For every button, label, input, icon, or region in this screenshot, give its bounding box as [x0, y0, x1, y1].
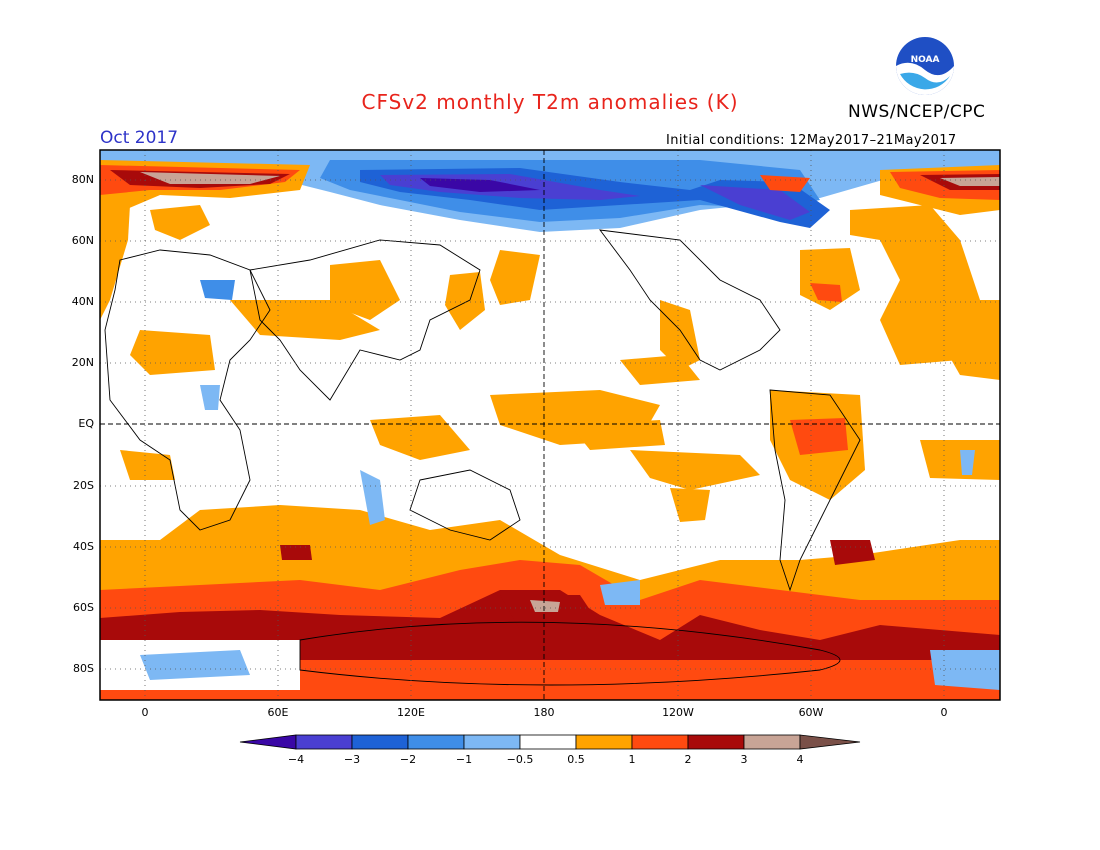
lat-label: 40N — [71, 295, 94, 308]
coastlines — [104, 229, 861, 686]
lat-label: 20N — [71, 356, 94, 369]
colorbar — [239, 734, 861, 750]
lon-label: 120E — [397, 706, 425, 719]
colorbar-label: −1 — [455, 753, 473, 766]
lon-label: 60E — [267, 706, 289, 719]
colorbar-cell — [575, 734, 633, 750]
colorbar-cell — [239, 734, 297, 750]
lat-label: EQ — [78, 417, 94, 430]
colorbar-cell — [351, 734, 409, 750]
colorbar-cell — [799, 734, 861, 750]
anomaly-field — [100, 150, 1000, 700]
colorbar-label: 1 — [628, 753, 636, 766]
colorbar-cell — [295, 734, 353, 750]
initial-conditions-label: Initial conditions: 12May2017–21May2017 — [666, 133, 957, 148]
valid-month-label: Oct 2017 — [100, 128, 179, 148]
colorbar-label: −0.5 — [506, 753, 534, 766]
colorbar-label: −3 — [343, 753, 361, 766]
lon-label: 0 — [940, 706, 948, 719]
lat-label: 80S — [73, 662, 94, 675]
equator-dateline — [100, 150, 1000, 700]
colorbar-label: 3 — [740, 753, 748, 766]
colorbar-label: 0.5 — [567, 753, 585, 766]
lat-label: 80N — [71, 173, 94, 186]
lon-label: 0 — [141, 706, 149, 719]
colorbar-cell — [687, 734, 745, 750]
colorbar-label: −4 — [287, 753, 305, 766]
colorbar-cell — [631, 734, 689, 750]
colorbar-cell — [463, 734, 521, 750]
colorbar-label: 4 — [796, 753, 804, 766]
chart-title: CFSv2 monthly T2m anomalies (K) — [361, 90, 739, 114]
colorbar-label: −2 — [399, 753, 417, 766]
logo-text: NOAA — [911, 55, 940, 65]
noaa-logo-icon: NOAA — [896, 37, 954, 95]
colorbar-cell — [519, 734, 577, 750]
lon-label: 180 — [533, 706, 555, 719]
lon-label: 120W — [662, 706, 694, 719]
colorbar-cell — [407, 734, 465, 750]
agency-label: NWS/NCEP/CPC — [848, 102, 986, 122]
lat-label: 20S — [73, 479, 94, 492]
lat-label: 60N — [71, 234, 94, 247]
colorbar-label: 2 — [684, 753, 692, 766]
grid-lines — [100, 150, 1000, 700]
lat-label: 60S — [73, 601, 94, 614]
lat-label: 40S — [73, 540, 94, 553]
lon-label: 60W — [798, 706, 824, 719]
map-frame — [99, 149, 1001, 701]
colorbar-cell — [743, 734, 801, 750]
